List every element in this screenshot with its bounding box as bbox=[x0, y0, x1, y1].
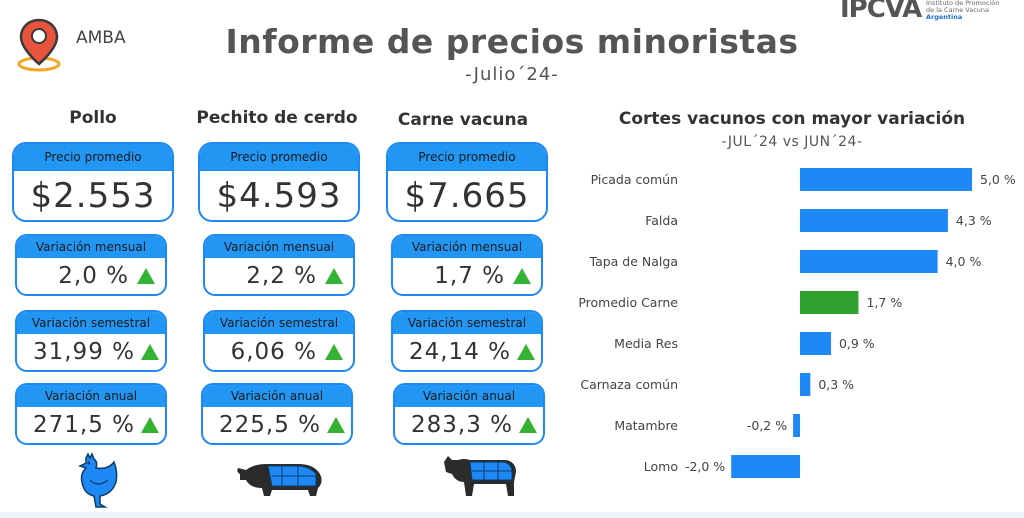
up-arrow-icon bbox=[513, 268, 531, 284]
semester-variation-carne-vacuna: Variación semestral 24,14 % bbox=[391, 310, 543, 372]
variation-label: Variación anual bbox=[395, 385, 543, 407]
column-title-pollo: Pollo bbox=[69, 108, 117, 128]
up-arrow-icon bbox=[325, 268, 343, 284]
variation-value: 225,5 % bbox=[218, 412, 321, 438]
semester-variation-pechito-cerdo: Variación semestral 6,06 % bbox=[203, 310, 355, 372]
price-label: Precio promedio bbox=[200, 144, 358, 171]
price-card-pollo: Precio promedio $2.553 bbox=[12, 142, 174, 222]
variation-label: Variación semestral bbox=[205, 312, 353, 334]
variation-label: Variación mensual bbox=[17, 236, 165, 258]
bar-media-res bbox=[800, 332, 831, 355]
bar-promedio-carne bbox=[800, 291, 859, 314]
variation-value: 2,0 % bbox=[58, 263, 129, 289]
data-label: 1,7 % bbox=[866, 295, 902, 310]
semester-variation-pollo: Variación semestral 31,99 % bbox=[15, 310, 167, 372]
price-card-pechito-cerdo: Precio promedio $4.593 bbox=[198, 142, 360, 222]
variation-value: 1,7 % bbox=[434, 263, 505, 289]
bar-matambre bbox=[793, 414, 800, 437]
cow-icon bbox=[444, 456, 516, 496]
category-label: Falda bbox=[645, 213, 678, 228]
data-label: 0,9 % bbox=[839, 336, 875, 351]
monthly-variation-carne-vacuna: Variación mensual 1,7 % bbox=[391, 234, 543, 296]
category-label: Lomo bbox=[644, 459, 678, 474]
column-title-carne-vacuna: Carne vacuna bbox=[397, 110, 529, 130]
variation-value: 271,5 % bbox=[32, 412, 135, 438]
up-arrow-icon bbox=[325, 344, 343, 360]
up-arrow-icon bbox=[327, 417, 345, 433]
variation-value: 2,2 % bbox=[246, 263, 317, 289]
ipcva-logo: IPCVA Instituto de Promoción de la Carne… bbox=[838, 0, 1024, 24]
region-label: AMBA bbox=[76, 28, 126, 48]
price-label: Precio promedio bbox=[14, 144, 172, 171]
category-label: Media Res bbox=[614, 336, 678, 351]
variation-label: Variación semestral bbox=[17, 312, 165, 334]
price-card-carne-vacuna: Precio promedio $7.665 bbox=[386, 142, 548, 222]
data-label: -0,2 % bbox=[747, 418, 787, 433]
category-label: Carnaza común bbox=[580, 377, 678, 392]
variation-bar-chart: Picada común 5,0 % Falda 4,3 % Tapa de Nalga… bbox=[578, 168, 1016, 478]
variation-value: 24,14 % bbox=[408, 339, 511, 365]
category-label: Matambre bbox=[614, 418, 678, 433]
column-title-pechito-cerdo: Pechito de cerdo bbox=[196, 108, 358, 128]
category-label: Picada común bbox=[591, 172, 678, 187]
price-value: $2.553 bbox=[30, 176, 156, 216]
variation-value: 283,3 % bbox=[410, 412, 513, 438]
data-label: 4,3 % bbox=[956, 213, 992, 228]
variation-label: Variación anual bbox=[203, 385, 351, 407]
variation-value: 6,06 % bbox=[230, 339, 317, 365]
variation-value: 31,99 % bbox=[32, 339, 135, 365]
bar-tapa-de-nalga bbox=[800, 250, 938, 273]
category-label: Promedio Carne bbox=[578, 295, 678, 310]
pig-icon bbox=[237, 464, 322, 496]
category-label: Tapa de Nalga bbox=[589, 254, 678, 269]
chicken-icon bbox=[78, 452, 118, 508]
bar-picada-común bbox=[800, 168, 972, 191]
up-arrow-icon bbox=[137, 268, 155, 284]
up-arrow-icon bbox=[141, 344, 159, 360]
bar-carnaza-común bbox=[800, 373, 811, 396]
chart-subtitle: -JUL´24 vs JUN´24- bbox=[721, 134, 863, 150]
variation-label: Variación semestral bbox=[393, 312, 541, 334]
data-label: -2,0 % bbox=[685, 459, 725, 474]
variation-label: Variación anual bbox=[17, 385, 165, 407]
page-title: Informe de precios minoristas bbox=[225, 22, 799, 61]
bar-lomo bbox=[731, 455, 800, 478]
annual-variation-pollo: Variación anual 271,5 % bbox=[15, 383, 167, 445]
up-arrow-icon bbox=[517, 344, 535, 360]
price-value: $4.593 bbox=[216, 176, 342, 216]
up-arrow-icon bbox=[519, 417, 537, 433]
annual-variation-pechito-cerdo: Variación anual 225,5 % bbox=[201, 383, 353, 445]
variation-label: Variación mensual bbox=[205, 236, 353, 258]
bar-falda bbox=[800, 209, 948, 232]
price-value: $7.665 bbox=[404, 176, 530, 216]
monthly-variation-pollo: Variación mensual 2,0 % bbox=[15, 234, 167, 296]
price-label: Precio promedio bbox=[388, 144, 546, 171]
report-period: -Julio´24- bbox=[465, 64, 559, 85]
annual-variation-carne-vacuna: Variación anual 283,3 % bbox=[393, 383, 545, 445]
up-arrow-icon bbox=[141, 417, 159, 433]
data-label: 5,0 % bbox=[980, 172, 1016, 187]
map-pin-icon bbox=[17, 18, 61, 72]
chart-title: Cortes vacunos con mayor variación bbox=[618, 109, 966, 129]
data-label: 0,3 % bbox=[818, 377, 854, 392]
data-label: 4,0 % bbox=[946, 254, 982, 269]
bottom-band bbox=[0, 512, 1024, 518]
logo-brand: IPCVA bbox=[840, 0, 922, 24]
monthly-variation-pechito-cerdo: Variación mensual 2,2 % bbox=[203, 234, 355, 296]
variation-label: Variación mensual bbox=[393, 236, 541, 258]
logo-text: Instituto de Promoción de la Carne Vacun… bbox=[926, 0, 1000, 21]
